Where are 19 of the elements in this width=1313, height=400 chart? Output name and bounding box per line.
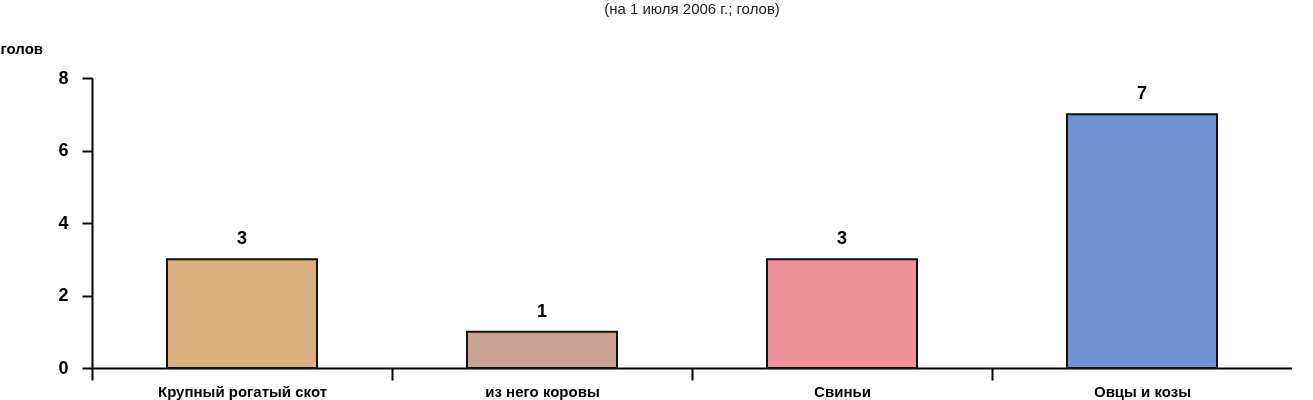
y-tick-label: 8 xyxy=(58,67,69,88)
bar xyxy=(1066,113,1218,369)
y-axis-title: голов xyxy=(0,39,44,57)
bar xyxy=(166,258,318,369)
bar xyxy=(766,258,918,369)
y-tick-label: 0 xyxy=(58,357,69,378)
y-tick-label: 6 xyxy=(58,140,69,160)
x-tick-label: из него коровы xyxy=(485,382,600,400)
y-tick-label: 2 xyxy=(58,285,69,305)
chart-title: (на 1 июля 2006 г.; голов) xyxy=(604,0,780,17)
x-tick-label: Крупный рогатый скот xyxy=(157,382,328,400)
x-tick-label: Свиньи xyxy=(814,382,871,400)
x-tick-label: Овцы и козы xyxy=(1093,382,1192,400)
bar xyxy=(466,330,618,369)
data-label: 3 xyxy=(836,228,848,249)
data-label: 1 xyxy=(536,300,548,321)
data-label: 3 xyxy=(236,228,248,249)
y-tick-label: 4 xyxy=(58,212,69,233)
data-label: 7 xyxy=(1136,83,1148,104)
